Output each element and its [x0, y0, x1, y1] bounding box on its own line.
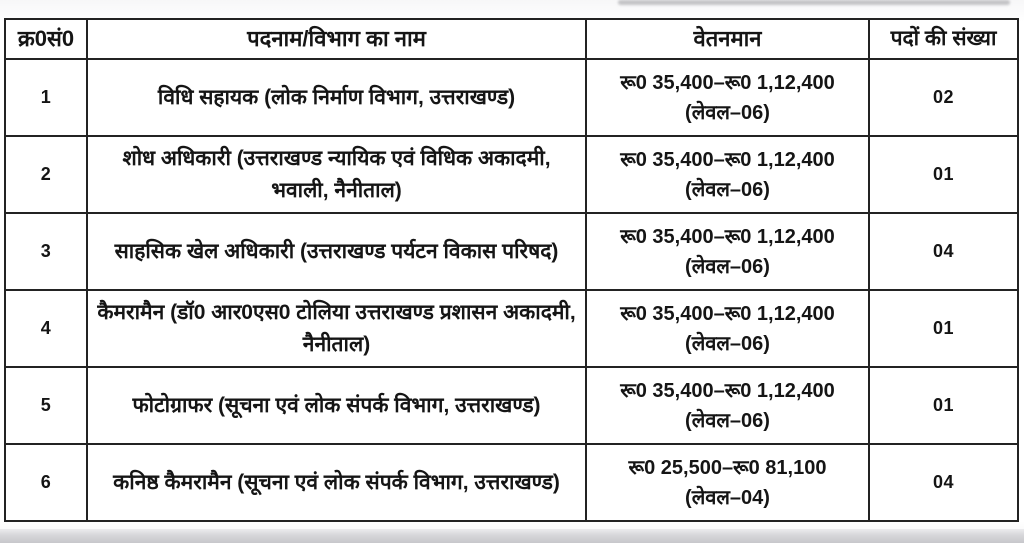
pay-scale-cell: रू0 35,400–रू0 1,12,400 (लेवल–06)	[585, 58, 870, 137]
pay-scale-cell: रू0 35,400–रू0 1,12,400 (लेवल–06)	[585, 212, 870, 291]
pay-level: (लेवल–06)	[685, 409, 770, 432]
pay-level: (लेवल–06)	[685, 178, 770, 201]
serial-number-cell: 1	[4, 58, 88, 137]
table-row: 4 कैमरामैन (डॉ0 आर0एस0 टोलिया उत्तराखण्ड…	[4, 289, 1019, 368]
pay-scale-cell: रू0 35,400–रू0 1,12,400 (लेवल–06)	[585, 366, 870, 445]
pay-scale-cell: रू0 25,500–रू0 81,100 (लेवल–04)	[585, 443, 870, 522]
header-pay-scale: वेतनमान	[585, 18, 870, 60]
table-row: 5 फोटोग्राफर (सूचना एवं लोक संपर्क विभाग…	[4, 366, 1019, 445]
post-name-cell: साहसिक खेल अधिकारी (उत्तराखण्ड पर्यटन वि…	[86, 212, 587, 291]
pay-level: (लेवल–06)	[685, 332, 770, 355]
post-count-cell: 04	[868, 443, 1019, 522]
pay-level: (लेवल–06)	[685, 255, 770, 278]
table-row: 2 शोध अधिकारी (उत्तराखण्ड न्यायिक एवं वि…	[4, 135, 1019, 214]
pay-range: रू0 35,400–रू0 1,12,400	[620, 71, 835, 94]
post-count-cell: 01	[868, 366, 1019, 445]
serial-number-cell: 3	[4, 212, 88, 291]
serial-number-cell: 5	[4, 366, 88, 445]
post-name-cell: शोध अधिकारी (उत्तराखण्ड न्यायिक एवं विधि…	[86, 135, 587, 214]
post-name-cell: कैमरामैन (डॉ0 आर0एस0 टोलिया उत्तराखण्ड प…	[86, 289, 587, 368]
header-serial-number: क्र0सं0	[4, 18, 88, 60]
table-row: 6 कनिष्ठ कैमरामैन (सूचना एवं लोक संपर्क …	[4, 443, 1019, 522]
serial-number-cell: 6	[4, 443, 88, 522]
scan-bottom-grey-strip	[0, 529, 1024, 543]
pay-level: (लेवल–06)	[685, 101, 770, 124]
post-count-cell: 02	[868, 58, 1019, 137]
header-post-department-name: पदनाम/विभाग का नाम	[86, 18, 587, 60]
post-count-cell: 01	[868, 289, 1019, 368]
post-name-cell: फोटोग्राफर (सूचना एवं लोक संपर्क विभाग, …	[86, 366, 587, 445]
header-number-of-posts: पदों की संख्या	[868, 18, 1019, 60]
pay-range: रू0 35,400–रू0 1,12,400	[620, 225, 835, 248]
serial-number-cell: 4	[4, 289, 88, 368]
pay-range: रू0 35,400–रू0 1,12,400	[620, 302, 835, 325]
serial-number-cell: 2	[4, 135, 88, 214]
post-count-cell: 04	[868, 212, 1019, 291]
post-count-cell: 01	[868, 135, 1019, 214]
pay-scale-cell: रू0 35,400–रू0 1,12,400 (लेवल–06)	[585, 135, 870, 214]
table-row: 3 साहसिक खेल अधिकारी (उत्तराखण्ड पर्यटन …	[4, 212, 1019, 291]
pay-scale-cell: रू0 35,400–रू0 1,12,400 (लेवल–06)	[585, 289, 870, 368]
post-name-cell: विधि सहायक (लोक निर्माण विभाग, उत्तराखण्…	[86, 58, 587, 137]
pay-level: (लेवल–04)	[685, 486, 770, 509]
pay-range: रू0 35,400–रू0 1,12,400	[620, 148, 835, 171]
recruitment-posts-table: क्र0सं0 पदनाम/विभाग का नाम वेतनमान पदों …	[4, 18, 1019, 522]
table-row: 1 विधि सहायक (लोक निर्माण विभाग, उत्तराख…	[4, 58, 1019, 137]
pay-range: रू0 25,500–रू0 81,100	[628, 456, 827, 479]
post-name-cell: कनिष्ठ कैमरामैन (सूचना एवं लोक संपर्क वि…	[86, 443, 587, 522]
table-header-row: क्र0सं0 पदनाम/विभाग का नाम वेतनमान पदों …	[4, 18, 1019, 60]
scan-artifact-smudge	[618, 0, 1010, 5]
pay-range: रू0 35,400–रू0 1,12,400	[620, 379, 835, 402]
